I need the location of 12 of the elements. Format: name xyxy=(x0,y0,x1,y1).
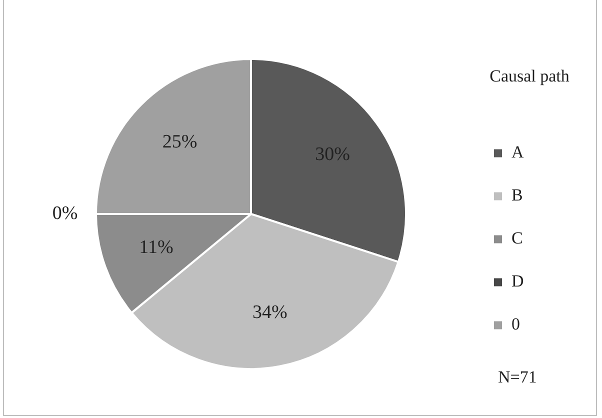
data-label: 34% xyxy=(252,302,288,323)
data-label: 30% xyxy=(315,144,350,165)
data-label: 25% xyxy=(162,132,198,153)
legend-label: A xyxy=(512,142,524,162)
legend-label: B xyxy=(512,186,523,205)
data-label: 11% xyxy=(139,237,174,258)
legend-label: C xyxy=(512,228,523,248)
legend-label: D xyxy=(512,272,524,291)
text: N=71 xyxy=(498,367,537,386)
text: 0% xyxy=(52,202,78,224)
legend-title: Causal path xyxy=(490,66,570,86)
legend-label: 0 xyxy=(512,314,520,334)
